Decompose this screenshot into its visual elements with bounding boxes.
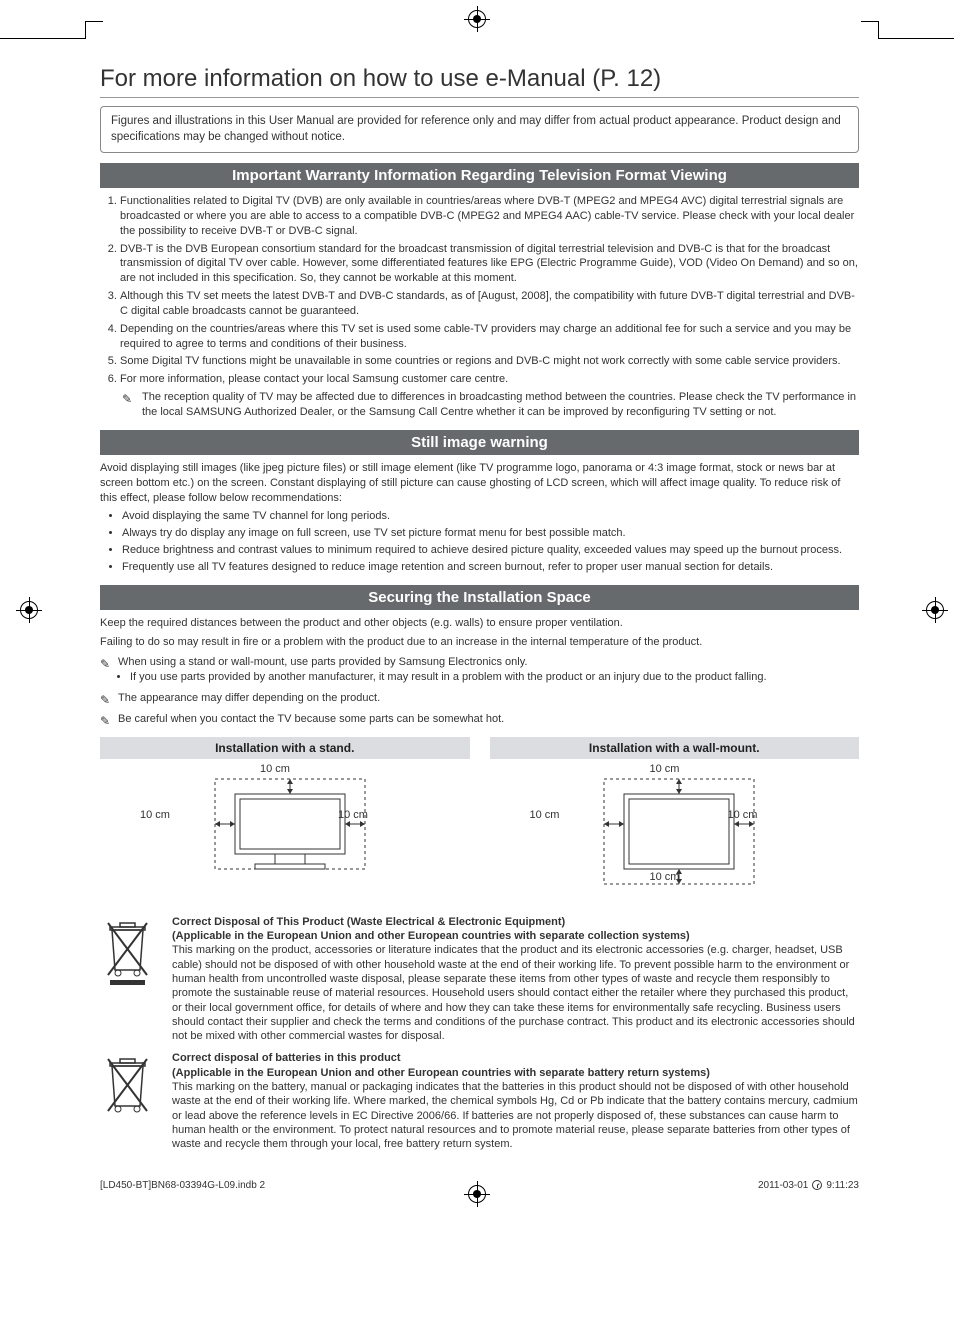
still-bullets: Avoid displaying the same TV channel for… bbox=[100, 509, 859, 574]
dim-right-w: 10 cm bbox=[728, 809, 758, 821]
note-icon: ✎ bbox=[100, 656, 110, 672]
securing-note-3-text: Be careful when you contact the TV becau… bbox=[118, 713, 504, 725]
install-stand-figure: 10 cm 10 cm 10 cm bbox=[100, 759, 470, 899]
securing-note-2-text: The appearance may differ depending on t… bbox=[118, 692, 380, 704]
battery-bin-icon bbox=[100, 1051, 160, 1151]
securing-note-3: ✎ Be careful when you contact the TV bec… bbox=[100, 712, 859, 727]
disposal-battery-subtitle: (Applicable in the European Union and ot… bbox=[172, 1066, 859, 1080]
securing-note-1-sub: If you use parts provided by another man… bbox=[130, 670, 859, 685]
securing-note-1: ✎ When using a stand or wall-mount, use … bbox=[100, 655, 859, 670]
disposal-battery-title: Correct disposal of batteries in this pr… bbox=[172, 1051, 859, 1065]
weee-bin-icon bbox=[100, 915, 160, 1044]
still-bullet-1: Avoid displaying the same TV channel for… bbox=[122, 509, 859, 524]
dim-top: 10 cm bbox=[260, 763, 290, 775]
disposal-product-title: Correct Disposal of This Product (Waste … bbox=[172, 915, 859, 929]
securing-note-1-text: When using a stand or wall-mount, use pa… bbox=[118, 656, 527, 668]
disposal-product-subtitle: (Applicable in the European Union and ot… bbox=[172, 929, 859, 943]
disposal-product-body: This marking on the product, accessories… bbox=[172, 943, 859, 1043]
notice-box: Figures and illustrations in this User M… bbox=[100, 106, 859, 153]
warranty-list: Functionalities related to Digital TV (D… bbox=[100, 194, 859, 387]
page-title: For more information on how to use e-Man… bbox=[100, 65, 859, 93]
note-icon: ✎ bbox=[100, 692, 110, 708]
warranty-item-2: DVB-T is the DVB European consortium sta… bbox=[120, 242, 859, 287]
securing-intro-1: Keep the required distances between the … bbox=[100, 616, 859, 631]
dim-top-w: 10 cm bbox=[650, 763, 680, 775]
warranty-item-5: Some Digital TV functions might be unava… bbox=[120, 354, 859, 369]
title-rule bbox=[100, 97, 859, 98]
still-intro: Avoid displaying still images (like jpeg… bbox=[100, 461, 859, 506]
footer-left: [LD450-BT]BN68-03394G-L09.indb 2 bbox=[100, 1180, 265, 1191]
stand-diagram-icon bbox=[135, 764, 435, 894]
note-icon: ✎ bbox=[122, 391, 132, 407]
note-icon: ✎ bbox=[100, 713, 110, 729]
warranty-item-4: Depending on the countries/areas where t… bbox=[120, 322, 859, 352]
securing-note-2: ✎ The appearance may differ depending on… bbox=[100, 691, 859, 706]
clock-icon bbox=[812, 1180, 822, 1190]
warranty-note: The reception quality of TV may be affec… bbox=[142, 391, 856, 418]
disposal-battery-body: This marking on the battery, manual or p… bbox=[172, 1080, 859, 1151]
warranty-item-3: Although this TV set meets the latest DV… bbox=[120, 289, 859, 319]
dim-bottom-w: 10 cm bbox=[650, 871, 680, 883]
warranty-item-1: Functionalities related to Digital TV (D… bbox=[120, 194, 859, 239]
install-wall-figure: 10 cm 10 cm 10 cm 10 cm bbox=[490, 759, 860, 899]
section-header-still: Still image warning bbox=[100, 430, 859, 455]
securing-intro-2: Failing to do so may result in fire or a… bbox=[100, 635, 859, 650]
dim-right: 10 cm bbox=[338, 809, 368, 821]
still-bullet-3: Reduce brightness and contrast values to… bbox=[122, 543, 859, 558]
warranty-item-6: For more information, please contact you… bbox=[120, 372, 859, 387]
dim-left-w: 10 cm bbox=[530, 809, 560, 821]
still-bullet-2: Always try do display any image on full … bbox=[122, 526, 859, 541]
footer-date: 2011-03-01 bbox=[758, 1180, 808, 1191]
dim-left: 10 cm bbox=[140, 809, 170, 821]
section-header-securing: Securing the Installation Space bbox=[100, 585, 859, 610]
install-stand-header: Installation with a stand. bbox=[100, 737, 470, 759]
footer-time: 9:11:23 bbox=[826, 1180, 859, 1191]
section-header-warranty: Important Warranty Information Regarding… bbox=[100, 163, 859, 188]
still-bullet-4: Frequently use all TV features designed … bbox=[122, 560, 859, 575]
install-wall-header: Installation with a wall-mount. bbox=[490, 737, 860, 759]
